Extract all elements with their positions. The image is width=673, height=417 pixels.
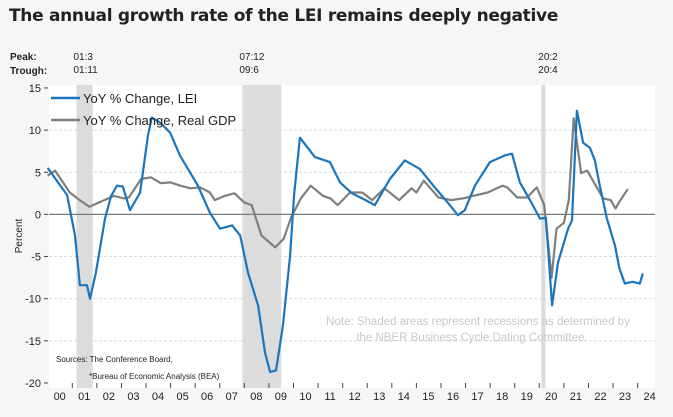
trough-label: Trough: xyxy=(10,66,48,77)
recession-trough-date: 20:4 xyxy=(538,65,558,76)
x-tick-label: 16 xyxy=(447,391,459,403)
x-tick-label: 10 xyxy=(299,391,311,403)
plot-area xyxy=(49,85,655,388)
x-tick-label: 14 xyxy=(398,391,410,403)
x-tick-label: 04 xyxy=(152,391,164,403)
x-tick-label: 17 xyxy=(471,391,483,403)
legend: YoY % Change, LEI YoY % Change, Real GDP xyxy=(51,91,236,128)
x-tick-label: 22 xyxy=(594,391,606,403)
y-axis-label: Percent xyxy=(14,219,25,254)
sources-line-1: Sources: The Conference Board, xyxy=(56,355,173,364)
sources-line-2: *Bureau of Economic Analysis (BEA) xyxy=(89,372,220,381)
x-tick-label: 05 xyxy=(176,391,188,403)
x-tick-label: 03 xyxy=(127,391,139,403)
recession-peak-date: 07:12 xyxy=(239,52,264,63)
recession-peak-date: 20:2 xyxy=(538,52,558,63)
legend-gdp-label: YoY % Change, Real GDP xyxy=(83,113,236,128)
x-tick-label: 20 xyxy=(545,391,557,403)
note-line-1: Note: Shaded areas represent recessions … xyxy=(326,316,630,328)
recession-band xyxy=(76,85,93,388)
x-tick-label: 18 xyxy=(496,391,508,403)
x-tick-label: 06 xyxy=(201,391,213,403)
legend-lei-label: YoY % Change, LEI xyxy=(83,91,197,106)
x-tick-label: 07 xyxy=(226,391,238,403)
y-tick-label: -5 xyxy=(31,252,41,264)
y-tick-label: 10 xyxy=(29,125,41,137)
x-tick-label: 12 xyxy=(349,391,361,403)
y-tick-label: 5 xyxy=(35,167,41,179)
recession-band xyxy=(541,85,546,388)
y-tick-label: -10 xyxy=(25,294,41,306)
x-tick-label: 08 xyxy=(250,391,262,403)
y-tick-label: -15 xyxy=(25,336,41,348)
x-tick-label: 13 xyxy=(373,391,385,403)
y-tick-label: 0 xyxy=(35,209,41,221)
note-line-2: the NBER Business Cycle Dating Committee… xyxy=(356,332,587,344)
y-tick-label: -20 xyxy=(25,378,41,390)
chart-title: The annual growth rate of the LEI remain… xyxy=(9,6,559,26)
y-tick-label: 15 xyxy=(29,83,41,95)
recession-trough-date: 01:11 xyxy=(73,65,98,76)
x-tick-label: 21 xyxy=(570,391,582,403)
recession-trough-date: 09:6 xyxy=(239,65,259,76)
lei-line xyxy=(46,109,644,374)
x-tick-label: 01 xyxy=(78,391,90,403)
x-tick-label: 09 xyxy=(275,391,287,403)
x-tick-label: 23 xyxy=(619,391,631,403)
x-tick-label: 11 xyxy=(324,391,335,403)
x-tick-label: 15 xyxy=(422,391,434,403)
peak-label: Peak: xyxy=(10,52,37,63)
x-tick-label: 02 xyxy=(103,391,115,403)
x-tick-label: 00 xyxy=(54,391,66,403)
recession-peak-date: 01:3 xyxy=(73,52,93,63)
x-tick-label: 19 xyxy=(521,391,533,403)
x-tick-label: 24 xyxy=(643,391,655,403)
